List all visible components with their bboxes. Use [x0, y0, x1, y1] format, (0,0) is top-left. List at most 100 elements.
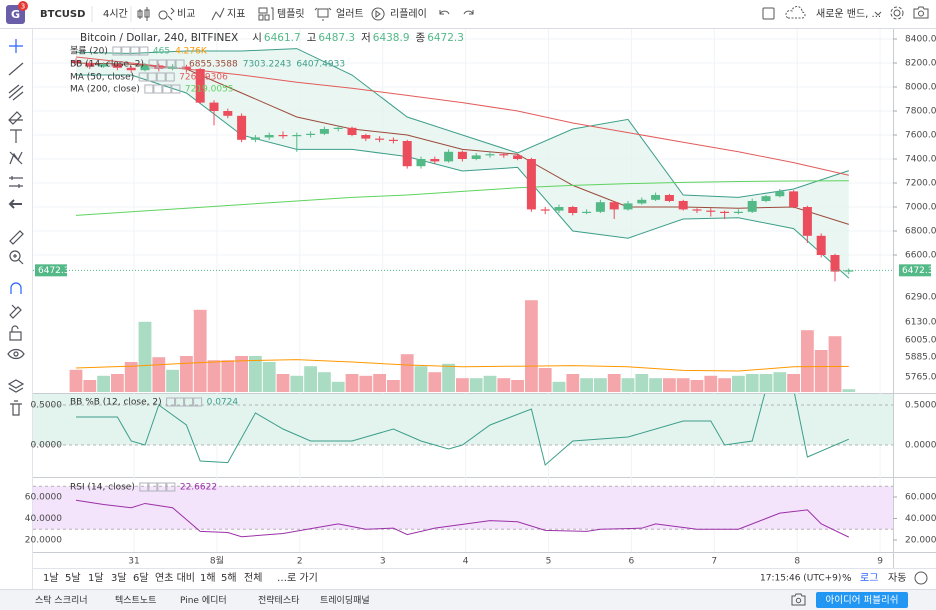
bottom-tab[interactable]: 전략테스타	[258, 594, 300, 606]
bbpct-fill	[33, 394, 893, 445]
candle-body	[651, 195, 661, 200]
legend-button[interactable]	[166, 482, 176, 492]
price-pane	[69, 48, 856, 392]
legend-button[interactable]	[112, 46, 122, 56]
symbol[interactable]: BTCUSD	[40, 9, 85, 20]
legend-name: BB %B (12, close, 2)	[70, 398, 162, 408]
legend-button[interactable]	[153, 84, 163, 94]
volume-bar	[331, 381, 345, 392]
ohlc-value: 6461.7	[264, 32, 301, 44]
bb-upper-line	[75, 48, 849, 198]
volume-bar	[732, 375, 745, 392]
volume-bar	[359, 375, 373, 392]
range-button[interactable]: 1해	[200, 571, 216, 584]
rsi-tick-label-left: 40.0000	[25, 514, 62, 524]
bbpct-tick-label-left: 0.0000	[31, 441, 63, 451]
legend-value: 7219.0055	[185, 85, 234, 95]
volume-bar	[497, 378, 511, 392]
log-toggle[interactable]: 로그	[860, 573, 878, 584]
range-button[interactable]: 3달	[111, 572, 127, 584]
candle-body	[623, 203, 633, 210]
candle-body	[816, 235, 826, 255]
range-button[interactable]: …로 가기	[277, 572, 318, 584]
legend-button[interactable]	[139, 46, 149, 56]
range-button[interactable]: 1날	[43, 572, 59, 584]
candle-body	[112, 64, 122, 68]
range-button[interactable]: 6달	[133, 572, 149, 584]
range-button[interactable]: 전체	[244, 572, 262, 584]
legend-button[interactable]	[175, 397, 185, 407]
legend-button[interactable]	[175, 59, 185, 69]
legend-button[interactable]	[157, 59, 167, 69]
price-tick-label: 6005.0	[905, 336, 936, 346]
candle-body	[802, 207, 812, 236]
bottom-tab[interactable]: 트레이딩패널	[320, 595, 370, 606]
ohlc-label: 종	[416, 32, 426, 44]
legend-button[interactable]	[144, 84, 154, 94]
legend-value: 7303.2243	[243, 60, 292, 70]
volume-bar	[552, 381, 566, 392]
interval[interactable]: 4시간	[103, 8, 128, 20]
volume-bar	[166, 369, 179, 392]
candle-body	[554, 207, 564, 211]
bottom-tab[interactable]: Pine 에디터	[180, 595, 227, 606]
legend-button[interactable]	[121, 46, 131, 56]
chart-layer: 비교 지표 템플릿 얼러트 리플레이8400.08200.08000.07800.076…	[25, 8, 936, 606]
percent-toggle[interactable]: %	[842, 573, 852, 584]
legend-value: 465	[153, 47, 170, 57]
candle-body	[692, 209, 702, 211]
range-button[interactable]: 5날	[65, 572, 81, 584]
range-button[interactable]: 1달	[88, 572, 104, 584]
volume-bar	[400, 354, 414, 392]
ohlc-value: 6472.3	[427, 32, 464, 44]
legend-button[interactable]	[139, 482, 149, 492]
legend-name: MA (50, close)	[70, 73, 134, 83]
candle-body	[209, 102, 219, 111]
range-button[interactable]: 연초 대비	[155, 572, 195, 584]
candle-body	[319, 129, 329, 134]
bottom-tab[interactable]: 스탁 스크리너	[35, 594, 88, 606]
toolbar-button[interactable]: 템플릿	[277, 8, 305, 20]
candle-body	[278, 135, 288, 137]
legend-button[interactable]	[165, 72, 175, 82]
candle-body	[264, 135, 274, 138]
legend-button[interactable]	[166, 59, 176, 69]
layout-name[interactable]: 새로운 밴드, ...	[816, 8, 881, 20]
legend-button[interactable]	[166, 397, 176, 407]
volume-bar	[387, 380, 400, 392]
legend-button[interactable]	[171, 84, 181, 94]
toolbar-button[interactable]: 리플레이	[390, 8, 427, 20]
toolbar-button[interactable]: 비교	[177, 8, 195, 20]
legend-button[interactable]	[162, 84, 172, 94]
legend-button[interactable]	[157, 482, 167, 492]
legend-button[interactable]	[193, 397, 203, 407]
legend-button[interactable]	[148, 482, 158, 492]
candle-body	[388, 139, 398, 141]
time-tick-label: 5	[546, 557, 552, 567]
candle-body	[513, 155, 523, 159]
legend-button[interactable]	[184, 397, 194, 407]
range-button[interactable]: 5해	[221, 571, 237, 584]
toolbar-button[interactable]: 얼러트	[336, 8, 364, 20]
legend-button[interactable]	[148, 59, 158, 69]
volume-bar	[690, 380, 704, 392]
snapshot-icon[interactable]	[791, 593, 806, 606]
price-tick-label: 6800.0	[905, 227, 936, 237]
bottom-tab[interactable]: 텍스트노트	[115, 595, 156, 606]
volume-bar	[525, 300, 538, 392]
legend-button[interactable]	[138, 72, 148, 82]
publish-button[interactable]	[816, 592, 908, 608]
volume-bar	[152, 357, 166, 392]
legend-button[interactable]	[156, 72, 166, 82]
logo-badge-count: 3	[21, 3, 25, 11]
legend-name: MA (200, close)	[70, 85, 140, 95]
volume-bar	[249, 356, 262, 392]
auto-toggle[interactable]: 자동	[888, 572, 906, 584]
legend-button[interactable]	[130, 46, 140, 56]
toolbar-button[interactable]: 지표	[227, 8, 245, 20]
candle-body	[678, 201, 688, 210]
volume-bar	[704, 375, 718, 392]
legend-button[interactable]	[147, 72, 157, 82]
settings-icon[interactable]	[914, 571, 928, 585]
